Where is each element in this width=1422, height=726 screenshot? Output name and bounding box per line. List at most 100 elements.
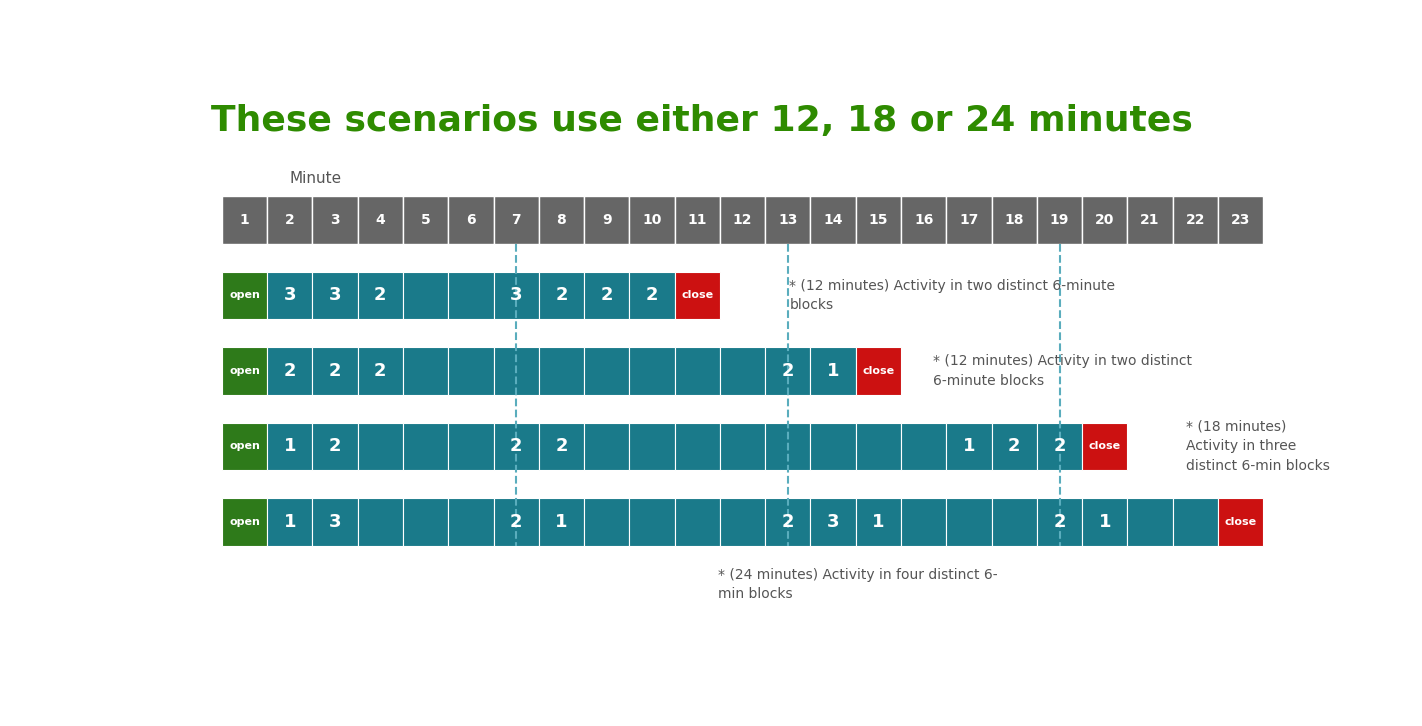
FancyBboxPatch shape xyxy=(765,498,811,545)
FancyBboxPatch shape xyxy=(1082,423,1128,470)
FancyBboxPatch shape xyxy=(267,272,313,319)
FancyBboxPatch shape xyxy=(765,423,811,470)
Text: 11: 11 xyxy=(687,213,707,227)
Text: 2: 2 xyxy=(374,286,387,304)
Text: 7: 7 xyxy=(512,213,520,227)
FancyBboxPatch shape xyxy=(222,347,267,395)
FancyBboxPatch shape xyxy=(765,196,811,244)
FancyBboxPatch shape xyxy=(222,423,267,470)
FancyBboxPatch shape xyxy=(674,498,720,545)
Text: 1: 1 xyxy=(1099,513,1111,531)
FancyBboxPatch shape xyxy=(267,423,313,470)
FancyBboxPatch shape xyxy=(584,196,630,244)
FancyBboxPatch shape xyxy=(313,498,358,545)
Text: 2: 2 xyxy=(782,513,793,531)
Text: 2: 2 xyxy=(1054,437,1065,455)
Text: 2: 2 xyxy=(283,362,296,380)
FancyBboxPatch shape xyxy=(313,272,358,319)
Text: 5: 5 xyxy=(421,213,431,227)
Text: 15: 15 xyxy=(869,213,889,227)
FancyBboxPatch shape xyxy=(1128,498,1173,545)
FancyBboxPatch shape xyxy=(1173,196,1219,244)
FancyBboxPatch shape xyxy=(720,347,765,395)
FancyBboxPatch shape xyxy=(222,196,267,244)
FancyBboxPatch shape xyxy=(811,196,856,244)
FancyBboxPatch shape xyxy=(1082,196,1128,244)
Text: 18: 18 xyxy=(1004,213,1024,227)
FancyBboxPatch shape xyxy=(313,423,358,470)
FancyBboxPatch shape xyxy=(902,423,946,470)
Text: 2: 2 xyxy=(1008,437,1021,455)
Text: 1: 1 xyxy=(555,513,567,531)
Text: 3: 3 xyxy=(510,286,522,304)
Text: Minute: Minute xyxy=(290,171,341,186)
FancyBboxPatch shape xyxy=(584,272,630,319)
FancyBboxPatch shape xyxy=(539,498,584,545)
Text: * (24 minutes) Activity in four distinct 6-
min blocks: * (24 minutes) Activity in four distinct… xyxy=(718,568,997,601)
FancyBboxPatch shape xyxy=(493,423,539,470)
Text: 14: 14 xyxy=(823,213,843,227)
Text: 1: 1 xyxy=(283,513,296,531)
Text: open: open xyxy=(229,290,260,301)
FancyBboxPatch shape xyxy=(584,347,630,395)
FancyBboxPatch shape xyxy=(267,498,313,545)
Text: 2: 2 xyxy=(555,286,567,304)
FancyBboxPatch shape xyxy=(630,196,674,244)
FancyBboxPatch shape xyxy=(856,196,902,244)
FancyBboxPatch shape xyxy=(1219,196,1263,244)
Text: 3: 3 xyxy=(328,513,341,531)
Text: 1: 1 xyxy=(826,362,839,380)
FancyBboxPatch shape xyxy=(765,347,811,395)
Text: 2: 2 xyxy=(600,286,613,304)
FancyBboxPatch shape xyxy=(720,423,765,470)
FancyBboxPatch shape xyxy=(539,272,584,319)
FancyBboxPatch shape xyxy=(448,498,493,545)
Text: 22: 22 xyxy=(1186,213,1204,227)
FancyBboxPatch shape xyxy=(902,498,946,545)
FancyBboxPatch shape xyxy=(402,423,448,470)
Text: 16: 16 xyxy=(914,213,933,227)
FancyBboxPatch shape xyxy=(630,347,674,395)
Text: close: close xyxy=(862,366,894,376)
FancyBboxPatch shape xyxy=(222,272,267,319)
FancyBboxPatch shape xyxy=(991,196,1037,244)
FancyBboxPatch shape xyxy=(946,423,991,470)
FancyBboxPatch shape xyxy=(630,272,674,319)
FancyBboxPatch shape xyxy=(674,423,720,470)
Text: 17: 17 xyxy=(960,213,978,227)
FancyBboxPatch shape xyxy=(493,498,539,545)
FancyBboxPatch shape xyxy=(674,272,720,319)
Text: 9: 9 xyxy=(602,213,611,227)
FancyBboxPatch shape xyxy=(358,498,402,545)
FancyBboxPatch shape xyxy=(1037,498,1082,545)
FancyBboxPatch shape xyxy=(222,498,267,545)
FancyBboxPatch shape xyxy=(448,196,493,244)
FancyBboxPatch shape xyxy=(402,498,448,545)
FancyBboxPatch shape xyxy=(493,196,539,244)
FancyBboxPatch shape xyxy=(811,347,856,395)
Text: close: close xyxy=(681,290,714,301)
Text: 21: 21 xyxy=(1140,213,1160,227)
Text: open: open xyxy=(229,441,260,452)
Text: 6: 6 xyxy=(466,213,476,227)
FancyBboxPatch shape xyxy=(448,423,493,470)
FancyBboxPatch shape xyxy=(448,272,493,319)
Text: 3: 3 xyxy=(330,213,340,227)
FancyBboxPatch shape xyxy=(630,498,674,545)
FancyBboxPatch shape xyxy=(811,423,856,470)
Text: 1: 1 xyxy=(239,213,249,227)
FancyBboxPatch shape xyxy=(402,347,448,395)
Text: * (12 minutes) Activity in two distinct 6-minute
blocks: * (12 minutes) Activity in two distinct … xyxy=(789,279,1115,312)
FancyBboxPatch shape xyxy=(402,272,448,319)
Text: 20: 20 xyxy=(1095,213,1115,227)
Text: 8: 8 xyxy=(556,213,566,227)
Text: 23: 23 xyxy=(1231,213,1250,227)
FancyBboxPatch shape xyxy=(720,196,765,244)
Text: 3: 3 xyxy=(328,286,341,304)
Text: 2: 2 xyxy=(646,286,658,304)
Text: 1: 1 xyxy=(963,437,975,455)
FancyBboxPatch shape xyxy=(856,347,902,395)
Text: open: open xyxy=(229,366,260,376)
FancyBboxPatch shape xyxy=(267,196,313,244)
FancyBboxPatch shape xyxy=(991,423,1037,470)
